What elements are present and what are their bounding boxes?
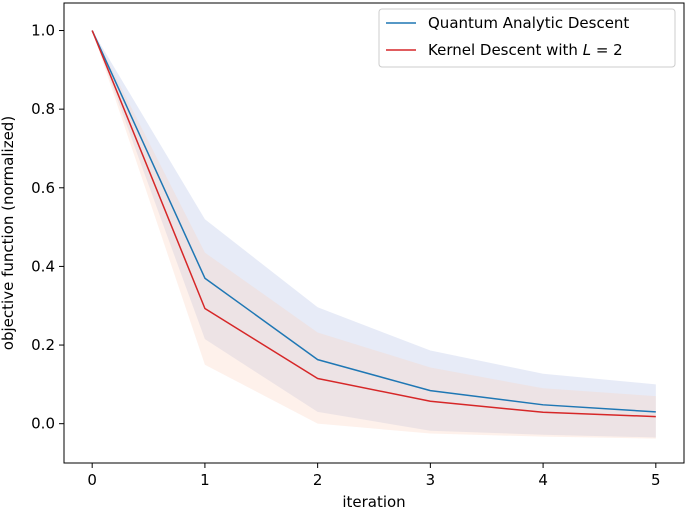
plot-frame <box>63 2 685 464</box>
confidence-band-1 <box>92 30 656 439</box>
confidence-band-0 <box>92 30 656 438</box>
y-tick-label: 0.0 <box>31 415 55 433</box>
y-tick-label: 0.6 <box>31 179 55 197</box>
y-tick-label: 1.0 <box>31 22 55 40</box>
legend-label-0: Quantum Analytic Descent <box>428 14 629 32</box>
legend: Quantum Analytic Descent Kernel Descent w… <box>378 8 676 68</box>
series-line-1 <box>91 30 656 418</box>
y-tick-label: 0.4 <box>31 257 55 275</box>
y-axis-label: objective function (normalized) <box>0 116 17 350</box>
x-tick-label: 1 <box>200 471 210 489</box>
x-axis-label: iteration <box>342 493 405 511</box>
y-tick-label: 0.8 <box>31 100 55 118</box>
x-axis-ticks: 0 1 2 3 4 5 <box>87 463 661 489</box>
x-tick-label: 3 <box>426 471 436 489</box>
series-lines <box>91 30 656 418</box>
x-tick-label: 2 <box>313 471 323 489</box>
y-axis-ticks: 0.0 0.2 0.4 0.6 0.8 1.0 <box>31 22 64 433</box>
x-tick-label: 0 <box>87 471 97 489</box>
confidence-bands <box>92 30 656 439</box>
legend-label-1: Kernel Descent with L = 2 <box>428 41 623 59</box>
series-line-0 <box>91 30 656 413</box>
y-tick-label: 0.2 <box>31 336 55 354</box>
x-tick-label: 4 <box>538 471 548 489</box>
x-tick-label: 5 <box>651 471 661 489</box>
legend-box <box>378 8 676 68</box>
